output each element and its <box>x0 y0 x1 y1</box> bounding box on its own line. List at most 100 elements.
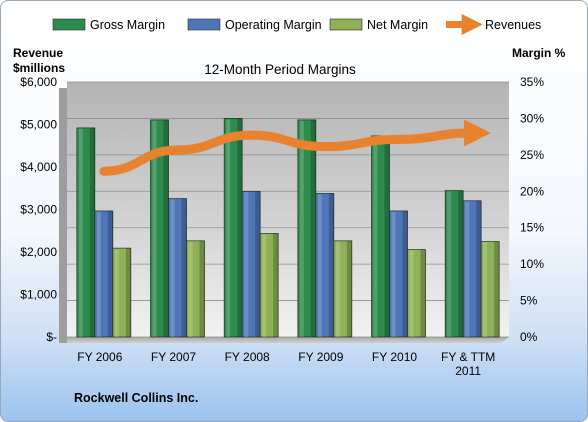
legend-item: Revenues <box>446 14 541 35</box>
company-name: Rockwell Collins Inc. <box>74 391 198 405</box>
bar <box>241 190 261 338</box>
bar-highlight <box>114 249 119 337</box>
bar-shade <box>476 200 482 337</box>
x-tick-label: FY 2006 <box>77 350 122 364</box>
revenue-line-group <box>99 119 492 176</box>
bar-face <box>186 240 205 338</box>
bar-highlight <box>409 250 414 337</box>
legend-item: Gross Margin <box>52 18 165 32</box>
bar-shade <box>163 119 169 337</box>
legend-item: Net Margin <box>329 18 428 32</box>
left-tick-label: $6,000 <box>20 75 57 89</box>
bar-highlight <box>299 120 304 337</box>
left-axis-label-line2: $millions <box>13 61 65 75</box>
bar-highlight <box>152 120 157 337</box>
bar-face <box>112 247 132 338</box>
bar-highlight <box>465 201 470 337</box>
plot-side-wall <box>59 88 67 343</box>
bars-group <box>76 118 500 338</box>
left-tick-label: $5,000 <box>20 118 57 132</box>
legend-item: Operating Margin <box>187 18 322 32</box>
bar-highlight <box>335 241 340 337</box>
left-tick-label: $2,000 <box>20 245 57 259</box>
bar-highlight <box>244 192 249 337</box>
legend-label: Net Margin <box>367 18 428 32</box>
bar <box>186 240 205 338</box>
bar <box>480 241 500 338</box>
bar-highlight <box>317 194 322 337</box>
bar-shade <box>199 240 205 337</box>
left-tick-label: $3,000 <box>20 203 57 217</box>
bar-shade <box>255 191 261 337</box>
bar-face <box>480 241 500 338</box>
bar <box>76 127 96 338</box>
right-axis-label: Margin % <box>512 46 566 60</box>
legend-swatch <box>187 18 221 31</box>
bar-highlight <box>447 191 452 337</box>
bar <box>112 247 132 338</box>
left-tick-label: $- <box>46 330 57 344</box>
legend-label: Operating Margin <box>225 18 322 32</box>
axes-group: $- $1,000 $2,000 $3,000 $4,000 $5,000 $6,000 0%… <box>20 75 544 378</box>
bar-shade <box>494 241 500 337</box>
bar-highlight <box>78 128 83 337</box>
right-tick-label: 10% <box>520 257 544 271</box>
bar-shade <box>181 198 187 337</box>
bar-face <box>333 240 353 338</box>
bar <box>389 210 408 338</box>
bar-highlight <box>226 119 231 337</box>
bar <box>315 193 335 338</box>
legend-swatch <box>52 18 86 31</box>
bar <box>371 135 390 338</box>
bar-shade <box>458 190 464 337</box>
bar-shade <box>273 233 279 337</box>
bar <box>94 210 114 338</box>
right-tick-label: 20% <box>520 184 544 198</box>
left-tick-label: $1,000 <box>20 288 57 302</box>
left-tick-label: $4,000 <box>20 160 57 174</box>
legend-label: Revenues <box>485 18 541 32</box>
bar-shade <box>125 248 131 337</box>
bar-shade <box>237 118 243 337</box>
bar-highlight <box>483 242 488 337</box>
bar <box>259 233 279 338</box>
bar-shade <box>402 210 408 337</box>
right-tick-label: 35% <box>520 75 544 89</box>
plot-floor <box>59 337 509 343</box>
legend-label: Gross Margin <box>90 18 165 32</box>
left-axis-label-line1: Revenue <box>13 46 63 60</box>
x-tick-label: FY 2009 <box>298 350 343 364</box>
bar-shade <box>420 249 426 337</box>
plot-area <box>59 81 509 343</box>
bar-highlight <box>170 199 175 337</box>
x-tick-label: 2011 <box>455 364 481 378</box>
bar-face <box>407 249 426 338</box>
bar-highlight <box>391 211 396 337</box>
right-tick-label: 15% <box>520 221 544 235</box>
bar-shade <box>89 127 95 338</box>
chart-title: 12-Month Period Margins <box>204 62 356 77</box>
right-tick-label: 5% <box>520 294 538 308</box>
bar-shade <box>310 119 316 337</box>
bar-shade <box>328 193 334 337</box>
bar <box>333 240 353 338</box>
bar <box>168 198 187 338</box>
bar-highlight <box>188 241 193 337</box>
x-tick-label: FY 2007 <box>151 350 196 364</box>
bar-highlight <box>262 234 267 337</box>
x-tick-label: FY & TTM <box>441 350 495 364</box>
bar <box>462 200 482 338</box>
legend-swatch <box>329 18 363 31</box>
right-tick-label: 0% <box>520 330 538 344</box>
x-tick-label: FY 2008 <box>225 350 270 364</box>
right-tick-label: 25% <box>520 148 544 162</box>
right-tick-label: 30% <box>520 111 544 125</box>
bar <box>444 190 464 338</box>
bar-shade <box>384 135 390 337</box>
bar-highlight <box>373 136 378 337</box>
x-tick-label: FY 2010 <box>372 350 417 364</box>
legend: Gross Margin Operating Margin Net Margin Re… <box>52 14 541 35</box>
bar-shade <box>107 210 113 337</box>
